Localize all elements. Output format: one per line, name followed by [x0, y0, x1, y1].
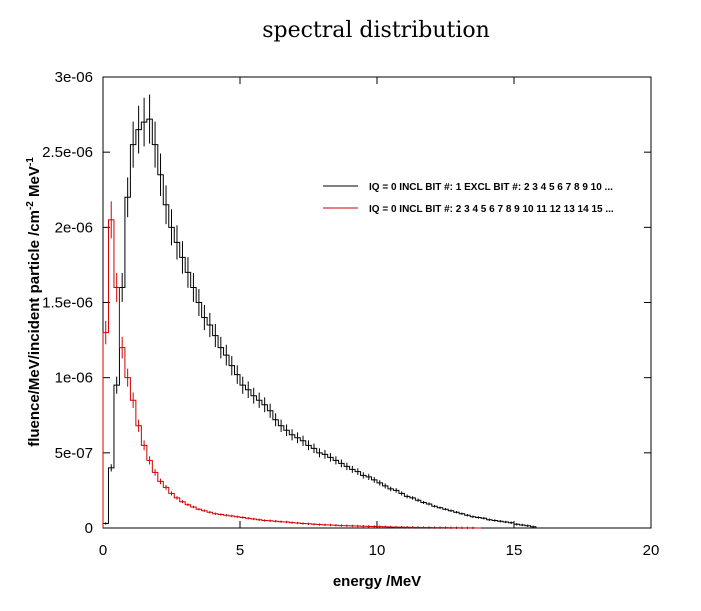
x-axis-ticks: 0 5 10 15 20 — [99, 77, 660, 559]
legend-label-1: IQ = 0 INCL BIT #: 1 EXCL BIT #: 2 3 4 5… — [369, 182, 613, 193]
x-tick-label: 15 — [506, 542, 523, 559]
y-tick-label: 1e-06 — [55, 370, 93, 387]
series-line-2 — [102, 219, 482, 529]
series-line-1 — [102, 118, 542, 529]
chart-title: spectral distribution — [262, 18, 490, 43]
plot-frame — [102, 76, 652, 529]
x-tick-label: 10 — [369, 542, 386, 559]
y-axis-label-sup1: -2 — [25, 201, 36, 210]
y-axis-label-main: fluence/MeV/incident particle /cm — [26, 210, 43, 447]
y-tick-label: 0 — [85, 520, 93, 537]
x-tick-label: 0 — [99, 542, 107, 559]
y-tick-label: 2.5e-06 — [42, 144, 93, 161]
y-tick-label: 5e-07 — [55, 445, 93, 462]
legend-label-2: IQ = 0 INCL BIT #: 2 3 4 5 6 7 8 9 10 11… — [369, 204, 614, 215]
y-axis-ticks: 0 5e-07 1e-06 1.5e-06 2e-06 2.5e-06 3e-06 — [42, 69, 651, 537]
series-layer — [102, 94, 542, 530]
x-axis-label: energy /MeV — [333, 573, 421, 590]
y-tick-label: 2e-06 — [55, 219, 93, 236]
y-axis-label-mid: MeV — [26, 166, 43, 201]
y-tick-label: 1.5e-06 — [42, 295, 93, 312]
y-axis-label-sup2: -1 — [25, 157, 36, 166]
y-axis-label: fluence/MeV/incident particle /cm-2 MeV-… — [25, 157, 43, 447]
y-tick-label: 3e-06 — [55, 69, 93, 86]
x-tick-label: 20 — [643, 542, 660, 559]
x-tick-label: 5 — [236, 542, 244, 559]
legend: IQ = 0 INCL BIT #: 1 EXCL BIT #: 2 3 4 5… — [323, 182, 614, 215]
